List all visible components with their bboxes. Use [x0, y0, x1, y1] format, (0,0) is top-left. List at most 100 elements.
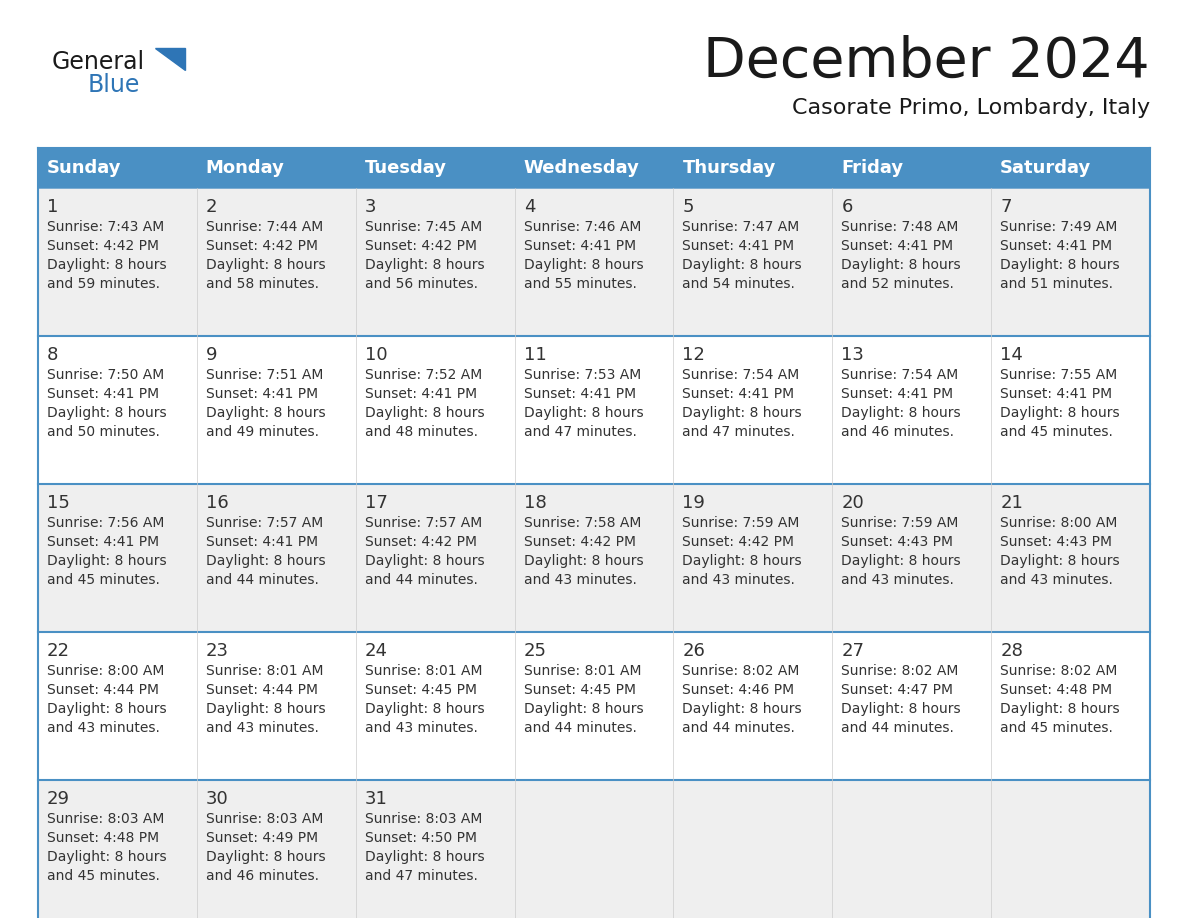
Text: Sunrise: 7:47 AM: Sunrise: 7:47 AM [682, 220, 800, 234]
Text: 15: 15 [48, 494, 70, 512]
Text: 17: 17 [365, 494, 387, 512]
Text: Sunrise: 7:55 AM: Sunrise: 7:55 AM [1000, 368, 1118, 382]
Text: Sunset: 4:41 PM: Sunset: 4:41 PM [48, 535, 159, 549]
Text: Wednesday: Wednesday [524, 159, 639, 177]
Text: Sunset: 4:41 PM: Sunset: 4:41 PM [365, 387, 476, 401]
Text: Daylight: 8 hours: Daylight: 8 hours [524, 702, 643, 716]
Text: and 43 minutes.: and 43 minutes. [841, 573, 954, 587]
Text: Daylight: 8 hours: Daylight: 8 hours [1000, 406, 1120, 420]
Text: Daylight: 8 hours: Daylight: 8 hours [206, 702, 326, 716]
Text: Daylight: 8 hours: Daylight: 8 hours [1000, 258, 1120, 272]
Text: Daylight: 8 hours: Daylight: 8 hours [365, 850, 485, 864]
Text: Sunrise: 8:00 AM: Sunrise: 8:00 AM [1000, 516, 1118, 530]
Text: 9: 9 [206, 346, 217, 364]
Text: Sunset: 4:41 PM: Sunset: 4:41 PM [1000, 239, 1112, 253]
Text: 14: 14 [1000, 346, 1023, 364]
Text: Sunrise: 7:57 AM: Sunrise: 7:57 AM [365, 516, 482, 530]
Text: Daylight: 8 hours: Daylight: 8 hours [206, 406, 326, 420]
Text: and 47 minutes.: and 47 minutes. [682, 425, 795, 439]
Text: and 45 minutes.: and 45 minutes. [48, 869, 160, 883]
Text: Sunset: 4:44 PM: Sunset: 4:44 PM [206, 683, 318, 697]
Text: Sunrise: 7:45 AM: Sunrise: 7:45 AM [365, 220, 482, 234]
Text: Sunset: 4:50 PM: Sunset: 4:50 PM [365, 831, 476, 845]
Text: and 47 minutes.: and 47 minutes. [365, 869, 478, 883]
Text: Sunrise: 7:43 AM: Sunrise: 7:43 AM [48, 220, 164, 234]
Text: Daylight: 8 hours: Daylight: 8 hours [206, 850, 326, 864]
Text: Sunrise: 7:44 AM: Sunrise: 7:44 AM [206, 220, 323, 234]
Text: Sunset: 4:41 PM: Sunset: 4:41 PM [682, 387, 795, 401]
Text: Sunrise: 7:52 AM: Sunrise: 7:52 AM [365, 368, 482, 382]
Text: Sunset: 4:48 PM: Sunset: 4:48 PM [1000, 683, 1112, 697]
Text: 19: 19 [682, 494, 706, 512]
Text: Sunrise: 7:46 AM: Sunrise: 7:46 AM [524, 220, 642, 234]
Text: Daylight: 8 hours: Daylight: 8 hours [524, 258, 643, 272]
Text: Sunset: 4:42 PM: Sunset: 4:42 PM [682, 535, 795, 549]
Text: 24: 24 [365, 642, 387, 660]
Text: 29: 29 [48, 790, 70, 808]
Text: 16: 16 [206, 494, 228, 512]
Text: and 44 minutes.: and 44 minutes. [524, 721, 637, 735]
Text: and 55 minutes.: and 55 minutes. [524, 277, 637, 291]
Text: and 59 minutes.: and 59 minutes. [48, 277, 160, 291]
Text: Casorate Primo, Lombardy, Italy: Casorate Primo, Lombardy, Italy [792, 98, 1150, 118]
Text: and 58 minutes.: and 58 minutes. [206, 277, 318, 291]
Text: Friday: Friday [841, 159, 903, 177]
Text: Sunrise: 7:59 AM: Sunrise: 7:59 AM [841, 516, 959, 530]
Text: Daylight: 8 hours: Daylight: 8 hours [48, 406, 166, 420]
Text: 2: 2 [206, 198, 217, 216]
Text: and 44 minutes.: and 44 minutes. [682, 721, 795, 735]
Bar [38, 336, 1150, 484]
Text: and 45 minutes.: and 45 minutes. [1000, 425, 1113, 439]
Text: 25: 25 [524, 642, 546, 660]
Text: Sunset: 4:45 PM: Sunset: 4:45 PM [365, 683, 476, 697]
Text: 5: 5 [682, 198, 694, 216]
Text: and 45 minutes.: and 45 minutes. [48, 573, 160, 587]
Text: 1: 1 [48, 198, 58, 216]
Text: Daylight: 8 hours: Daylight: 8 hours [365, 554, 485, 568]
Text: Sunset: 4:43 PM: Sunset: 4:43 PM [841, 535, 953, 549]
Text: Daylight: 8 hours: Daylight: 8 hours [206, 258, 326, 272]
Text: December 2024: December 2024 [703, 35, 1150, 89]
Text: Sunset: 4:47 PM: Sunset: 4:47 PM [841, 683, 953, 697]
Text: Sunset: 4:46 PM: Sunset: 4:46 PM [682, 683, 795, 697]
Bar [38, 484, 1150, 632]
Text: Thursday: Thursday [682, 159, 776, 177]
Text: Daylight: 8 hours: Daylight: 8 hours [48, 258, 166, 272]
Text: Sunset: 4:42 PM: Sunset: 4:42 PM [48, 239, 159, 253]
Text: Sunset: 4:42 PM: Sunset: 4:42 PM [365, 535, 476, 549]
Text: and 50 minutes.: and 50 minutes. [48, 425, 160, 439]
Text: and 49 minutes.: and 49 minutes. [206, 425, 318, 439]
Text: Sunrise: 8:03 AM: Sunrise: 8:03 AM [206, 812, 323, 826]
Text: Sunrise: 8:01 AM: Sunrise: 8:01 AM [524, 664, 642, 678]
Text: Daylight: 8 hours: Daylight: 8 hours [841, 554, 961, 568]
Text: Sunset: 4:41 PM: Sunset: 4:41 PM [524, 387, 636, 401]
Text: Sunset: 4:43 PM: Sunset: 4:43 PM [1000, 535, 1112, 549]
Text: Daylight: 8 hours: Daylight: 8 hours [48, 850, 166, 864]
Text: Daylight: 8 hours: Daylight: 8 hours [524, 406, 643, 420]
Text: Sunset: 4:41 PM: Sunset: 4:41 PM [841, 239, 954, 253]
Text: 10: 10 [365, 346, 387, 364]
Text: Sunrise: 7:50 AM: Sunrise: 7:50 AM [48, 368, 164, 382]
Text: Sunrise: 8:00 AM: Sunrise: 8:00 AM [48, 664, 164, 678]
Text: and 46 minutes.: and 46 minutes. [841, 425, 954, 439]
Text: Sunset: 4:48 PM: Sunset: 4:48 PM [48, 831, 159, 845]
Text: Daylight: 8 hours: Daylight: 8 hours [48, 702, 166, 716]
Bar [38, 780, 1150, 918]
Text: Sunrise: 7:48 AM: Sunrise: 7:48 AM [841, 220, 959, 234]
Text: Sunrise: 8:01 AM: Sunrise: 8:01 AM [206, 664, 323, 678]
Text: 13: 13 [841, 346, 864, 364]
Text: Blue: Blue [88, 73, 140, 97]
Text: Daylight: 8 hours: Daylight: 8 hours [1000, 702, 1120, 716]
Text: Sunset: 4:44 PM: Sunset: 4:44 PM [48, 683, 159, 697]
Text: 4: 4 [524, 198, 535, 216]
Text: and 44 minutes.: and 44 minutes. [841, 721, 954, 735]
Text: and 45 minutes.: and 45 minutes. [1000, 721, 1113, 735]
Text: Sunrise: 7:51 AM: Sunrise: 7:51 AM [206, 368, 323, 382]
Text: 6: 6 [841, 198, 853, 216]
Text: and 44 minutes.: and 44 minutes. [206, 573, 318, 587]
Text: Sunrise: 7:56 AM: Sunrise: 7:56 AM [48, 516, 164, 530]
Text: Daylight: 8 hours: Daylight: 8 hours [1000, 554, 1120, 568]
Text: Monday: Monday [206, 159, 285, 177]
Text: Sunrise: 8:01 AM: Sunrise: 8:01 AM [365, 664, 482, 678]
Text: and 43 minutes.: and 43 minutes. [682, 573, 795, 587]
